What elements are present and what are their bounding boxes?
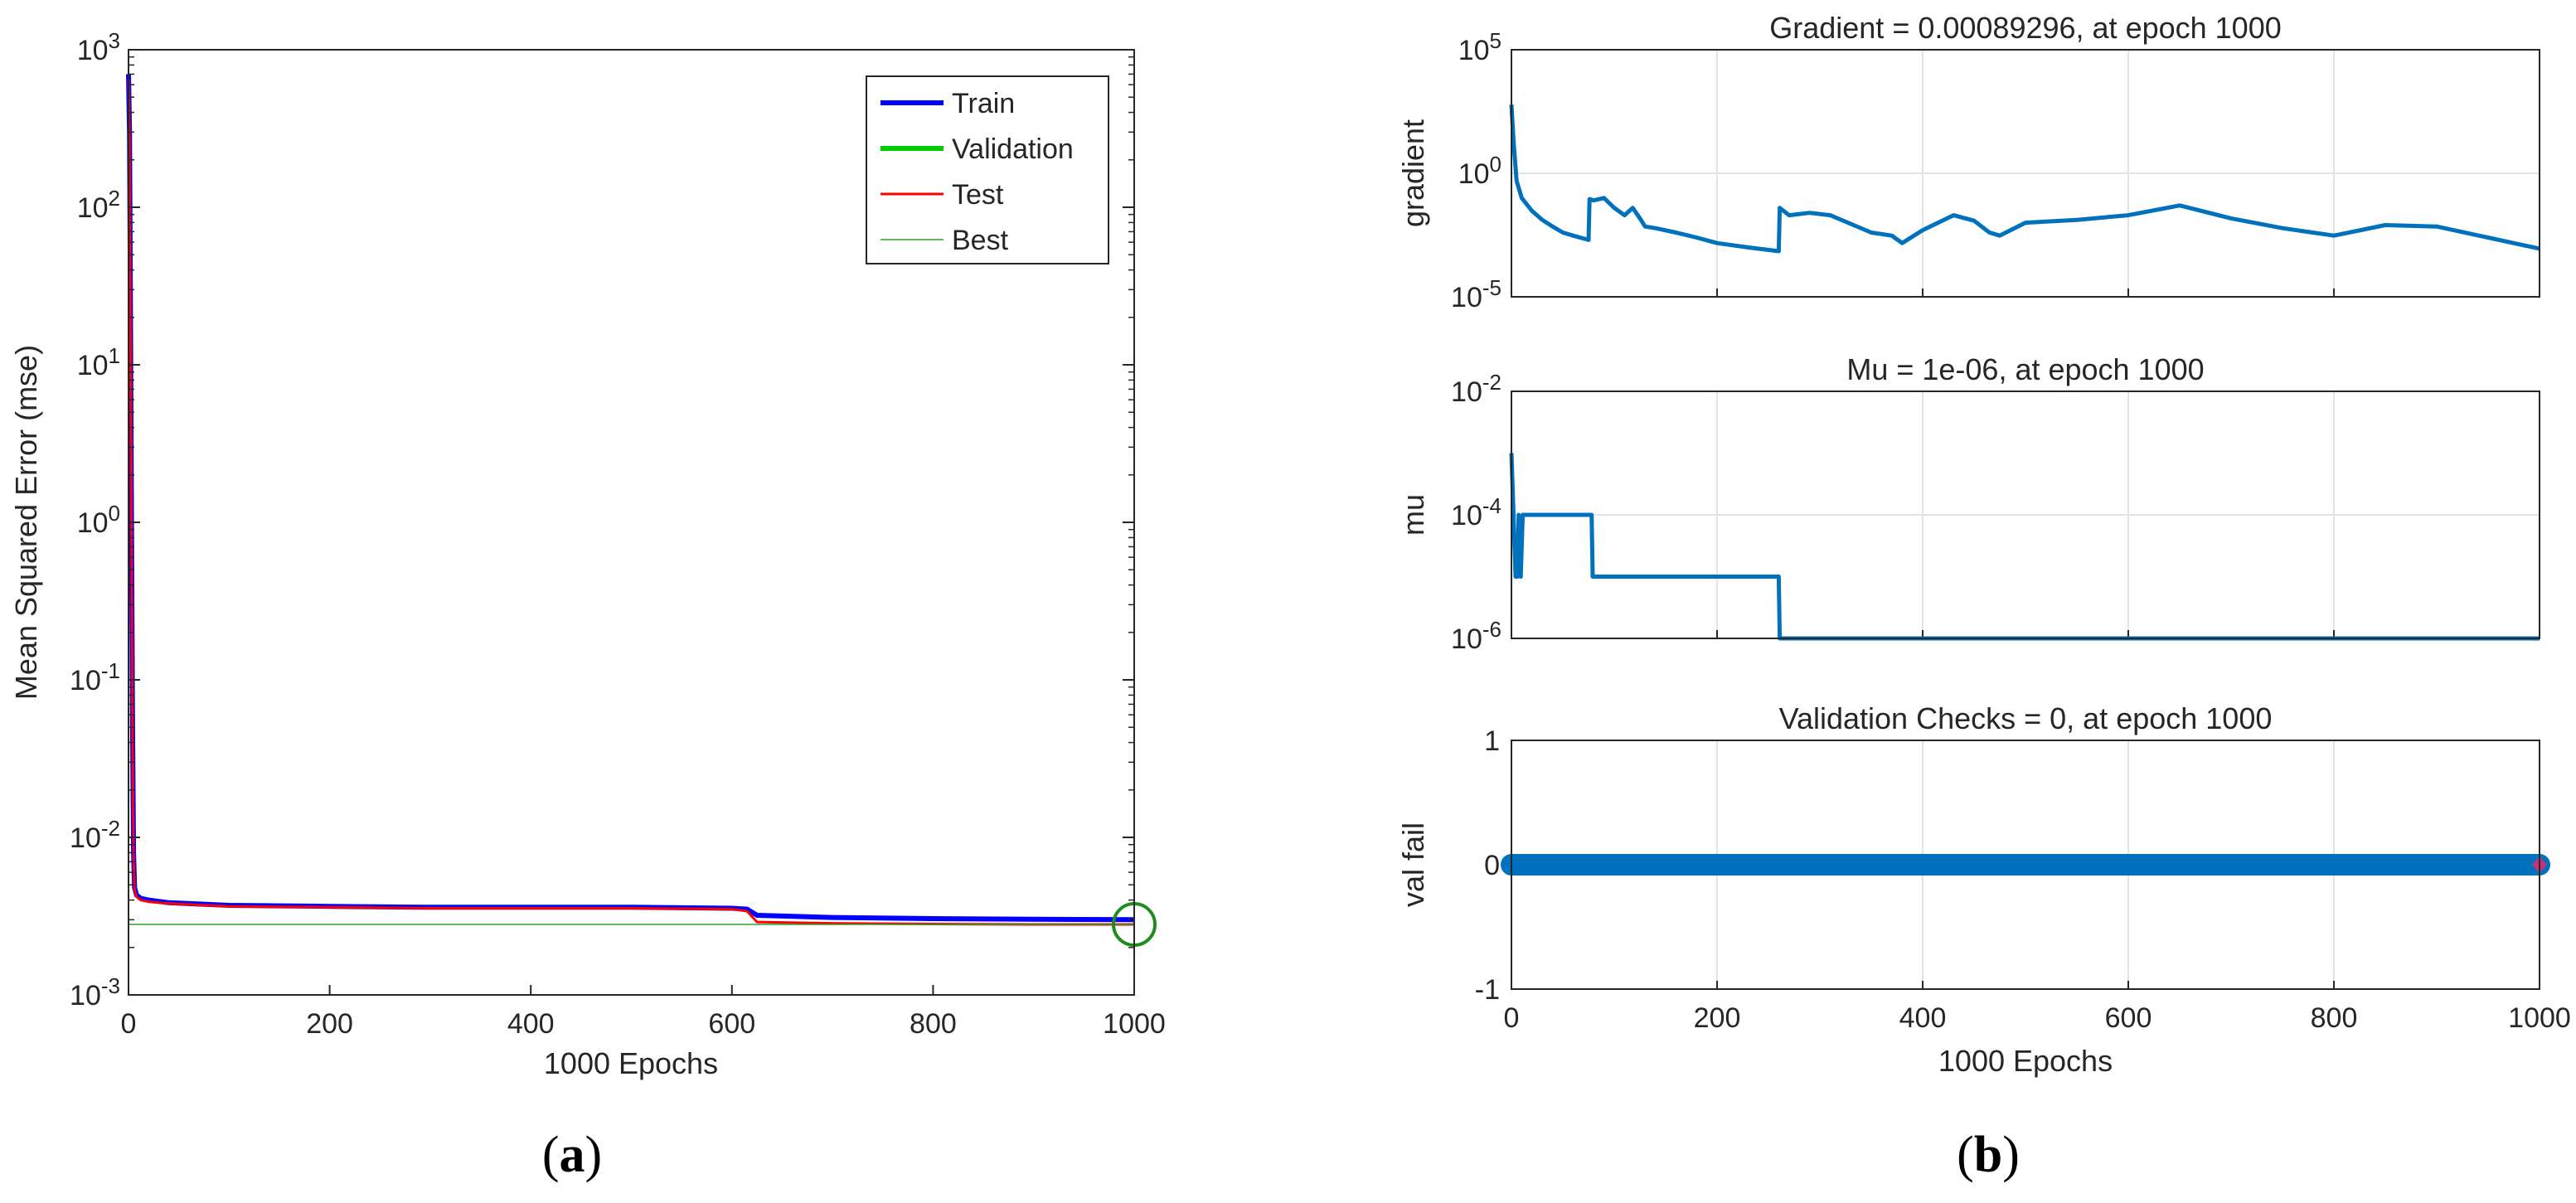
x-tick-label: 800 xyxy=(910,1008,957,1040)
axes-frame xyxy=(1511,49,2540,298)
x-tick-label: 0 xyxy=(121,1008,137,1040)
x-tick-label: 400 xyxy=(507,1008,555,1040)
caption-b-letter: b xyxy=(1974,1127,2002,1183)
caption-a: (a) xyxy=(542,1127,602,1183)
caption-b: (b) xyxy=(1957,1127,2020,1183)
series-test xyxy=(127,79,1134,926)
y-tick-label: 10-6 xyxy=(1451,617,1501,655)
series-mu xyxy=(1509,453,2540,641)
y-tick-label: 102 xyxy=(77,186,120,224)
y-tick-label: 105 xyxy=(1458,28,1501,66)
y-tick-label: 10-2 xyxy=(70,816,120,854)
x-tick-label: 600 xyxy=(2105,1002,2152,1034)
caption-a-text: (a) xyxy=(542,1127,602,1183)
legend: Train Validation Test Best xyxy=(866,75,1109,264)
legend-best-label: Best xyxy=(952,225,1009,256)
y-axis-label: Mean Squared Error (mse) xyxy=(9,345,43,700)
y-tick-label: 100 xyxy=(1458,152,1501,190)
caption-b-text: (b) xyxy=(1957,1127,2020,1183)
x-tick-label: 200 xyxy=(306,1008,353,1040)
legend-train-label: Train xyxy=(952,88,1015,119)
x-tick-label: 200 xyxy=(1694,1002,1741,1034)
x-tick-label: 0 xyxy=(1504,1002,1520,1034)
y-tick-label: 1 xyxy=(1484,725,1500,757)
axes-frame xyxy=(1511,740,2540,990)
y-tick-label: 0 xyxy=(1484,850,1500,881)
legend-test-label: Test xyxy=(952,179,1004,211)
axes-frame xyxy=(1511,390,2540,639)
y-tick-label: 101 xyxy=(77,343,120,381)
x-axis-label: 1000 Epochs xyxy=(1938,1044,2113,1078)
x-tick-label: 1000 xyxy=(2508,1002,2571,1034)
legend-box xyxy=(866,75,1109,264)
gradient-title: Gradient = 0.00089296, at epoch 1000 xyxy=(1769,11,2282,45)
y-tick-label: 103 xyxy=(77,28,120,66)
y-tick-label: 10-5 xyxy=(1451,275,1501,313)
x-axis-label: 1000 Epochs xyxy=(544,1046,718,1080)
mu-y-label: mu xyxy=(1396,494,1430,536)
val-fail-subplot: 0 200 400 600 800 1000 10-1 Validation Checks… xyxy=(1396,701,2571,1078)
y-tick-label: -1 xyxy=(1475,974,1500,1006)
y-tick-label: 10-1 xyxy=(70,658,120,696)
series-gradient xyxy=(1509,104,2540,254)
legend-validation-label: Validation xyxy=(952,133,1074,165)
mu-subplot: 10-2 10-4 10-6 Mu = 1e-06, at epoch 1000 m… xyxy=(1396,352,2540,655)
caption-a-letter: a xyxy=(560,1127,585,1183)
gradient-y-label: gradient xyxy=(1396,119,1430,227)
mu-title: Mu = 1e-06, at epoch 1000 xyxy=(1846,352,2204,386)
x-tick-label: 800 xyxy=(2311,1002,2358,1034)
y-tick-label: 10-2 xyxy=(1451,370,1501,408)
val-fail-title: Validation Checks = 0, at epoch 1000 xyxy=(1779,701,2273,735)
y-tick-label: 10-4 xyxy=(1451,493,1501,531)
x-tick-label: 600 xyxy=(708,1008,755,1040)
val-fail-y-label: val fail xyxy=(1396,822,1430,907)
y-tick-label: 10-3 xyxy=(70,973,120,1011)
x-tick-label: 400 xyxy=(1899,1002,1947,1034)
gradient-subplot: 105 100 10-5 Gradient = 0.00089296, at epo… xyxy=(1396,11,2540,313)
y-tick-label: 100 xyxy=(77,501,120,539)
x-tick-label: 1000 xyxy=(1103,1008,1166,1040)
panel-a-mse-plot: 0 200 400 600 800 1000 103 102 101 100 10-1 10-2 10… xyxy=(9,28,1166,1080)
